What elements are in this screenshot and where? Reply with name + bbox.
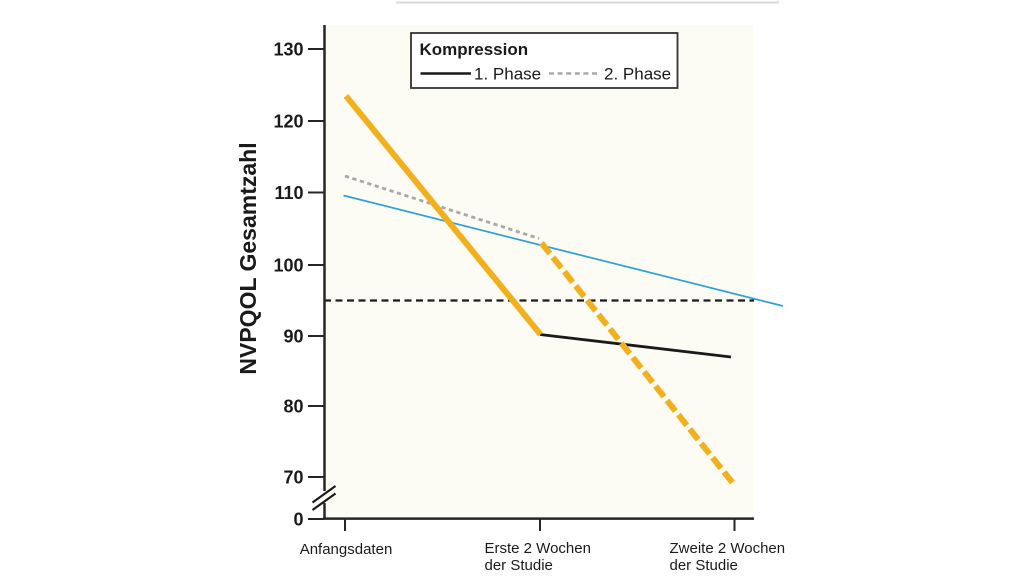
svg-text:100: 100 xyxy=(273,256,303,276)
svg-text:Anfangsdaten: Anfangsdaten xyxy=(300,541,393,558)
svg-text:80: 80 xyxy=(283,397,303,417)
svg-text:0: 0 xyxy=(293,510,303,530)
svg-text:Zweite 2 Wochen: Zweite 2 Wochen xyxy=(670,540,786,557)
svg-text:Kompression: Kompression xyxy=(420,40,529,59)
svg-text:der Studie: der Studie xyxy=(485,557,553,574)
svg-text:70: 70 xyxy=(283,468,303,488)
svg-text:110: 110 xyxy=(274,183,303,203)
svg-text:der Studie: der Studie xyxy=(670,557,738,574)
svg-text:Erste 2 Wochen: Erste 2 Wochen xyxy=(485,540,591,557)
svg-text:90: 90 xyxy=(283,327,303,347)
svg-text:2. Phase: 2. Phase xyxy=(604,65,671,84)
svg-text:1. Phase: 1. Phase xyxy=(474,65,541,84)
svg-text:130: 130 xyxy=(273,40,303,60)
svg-text:NVPQOL Gesamtzahl: NVPQOL Gesamtzahl xyxy=(235,142,261,374)
svg-text:120: 120 xyxy=(273,112,303,132)
